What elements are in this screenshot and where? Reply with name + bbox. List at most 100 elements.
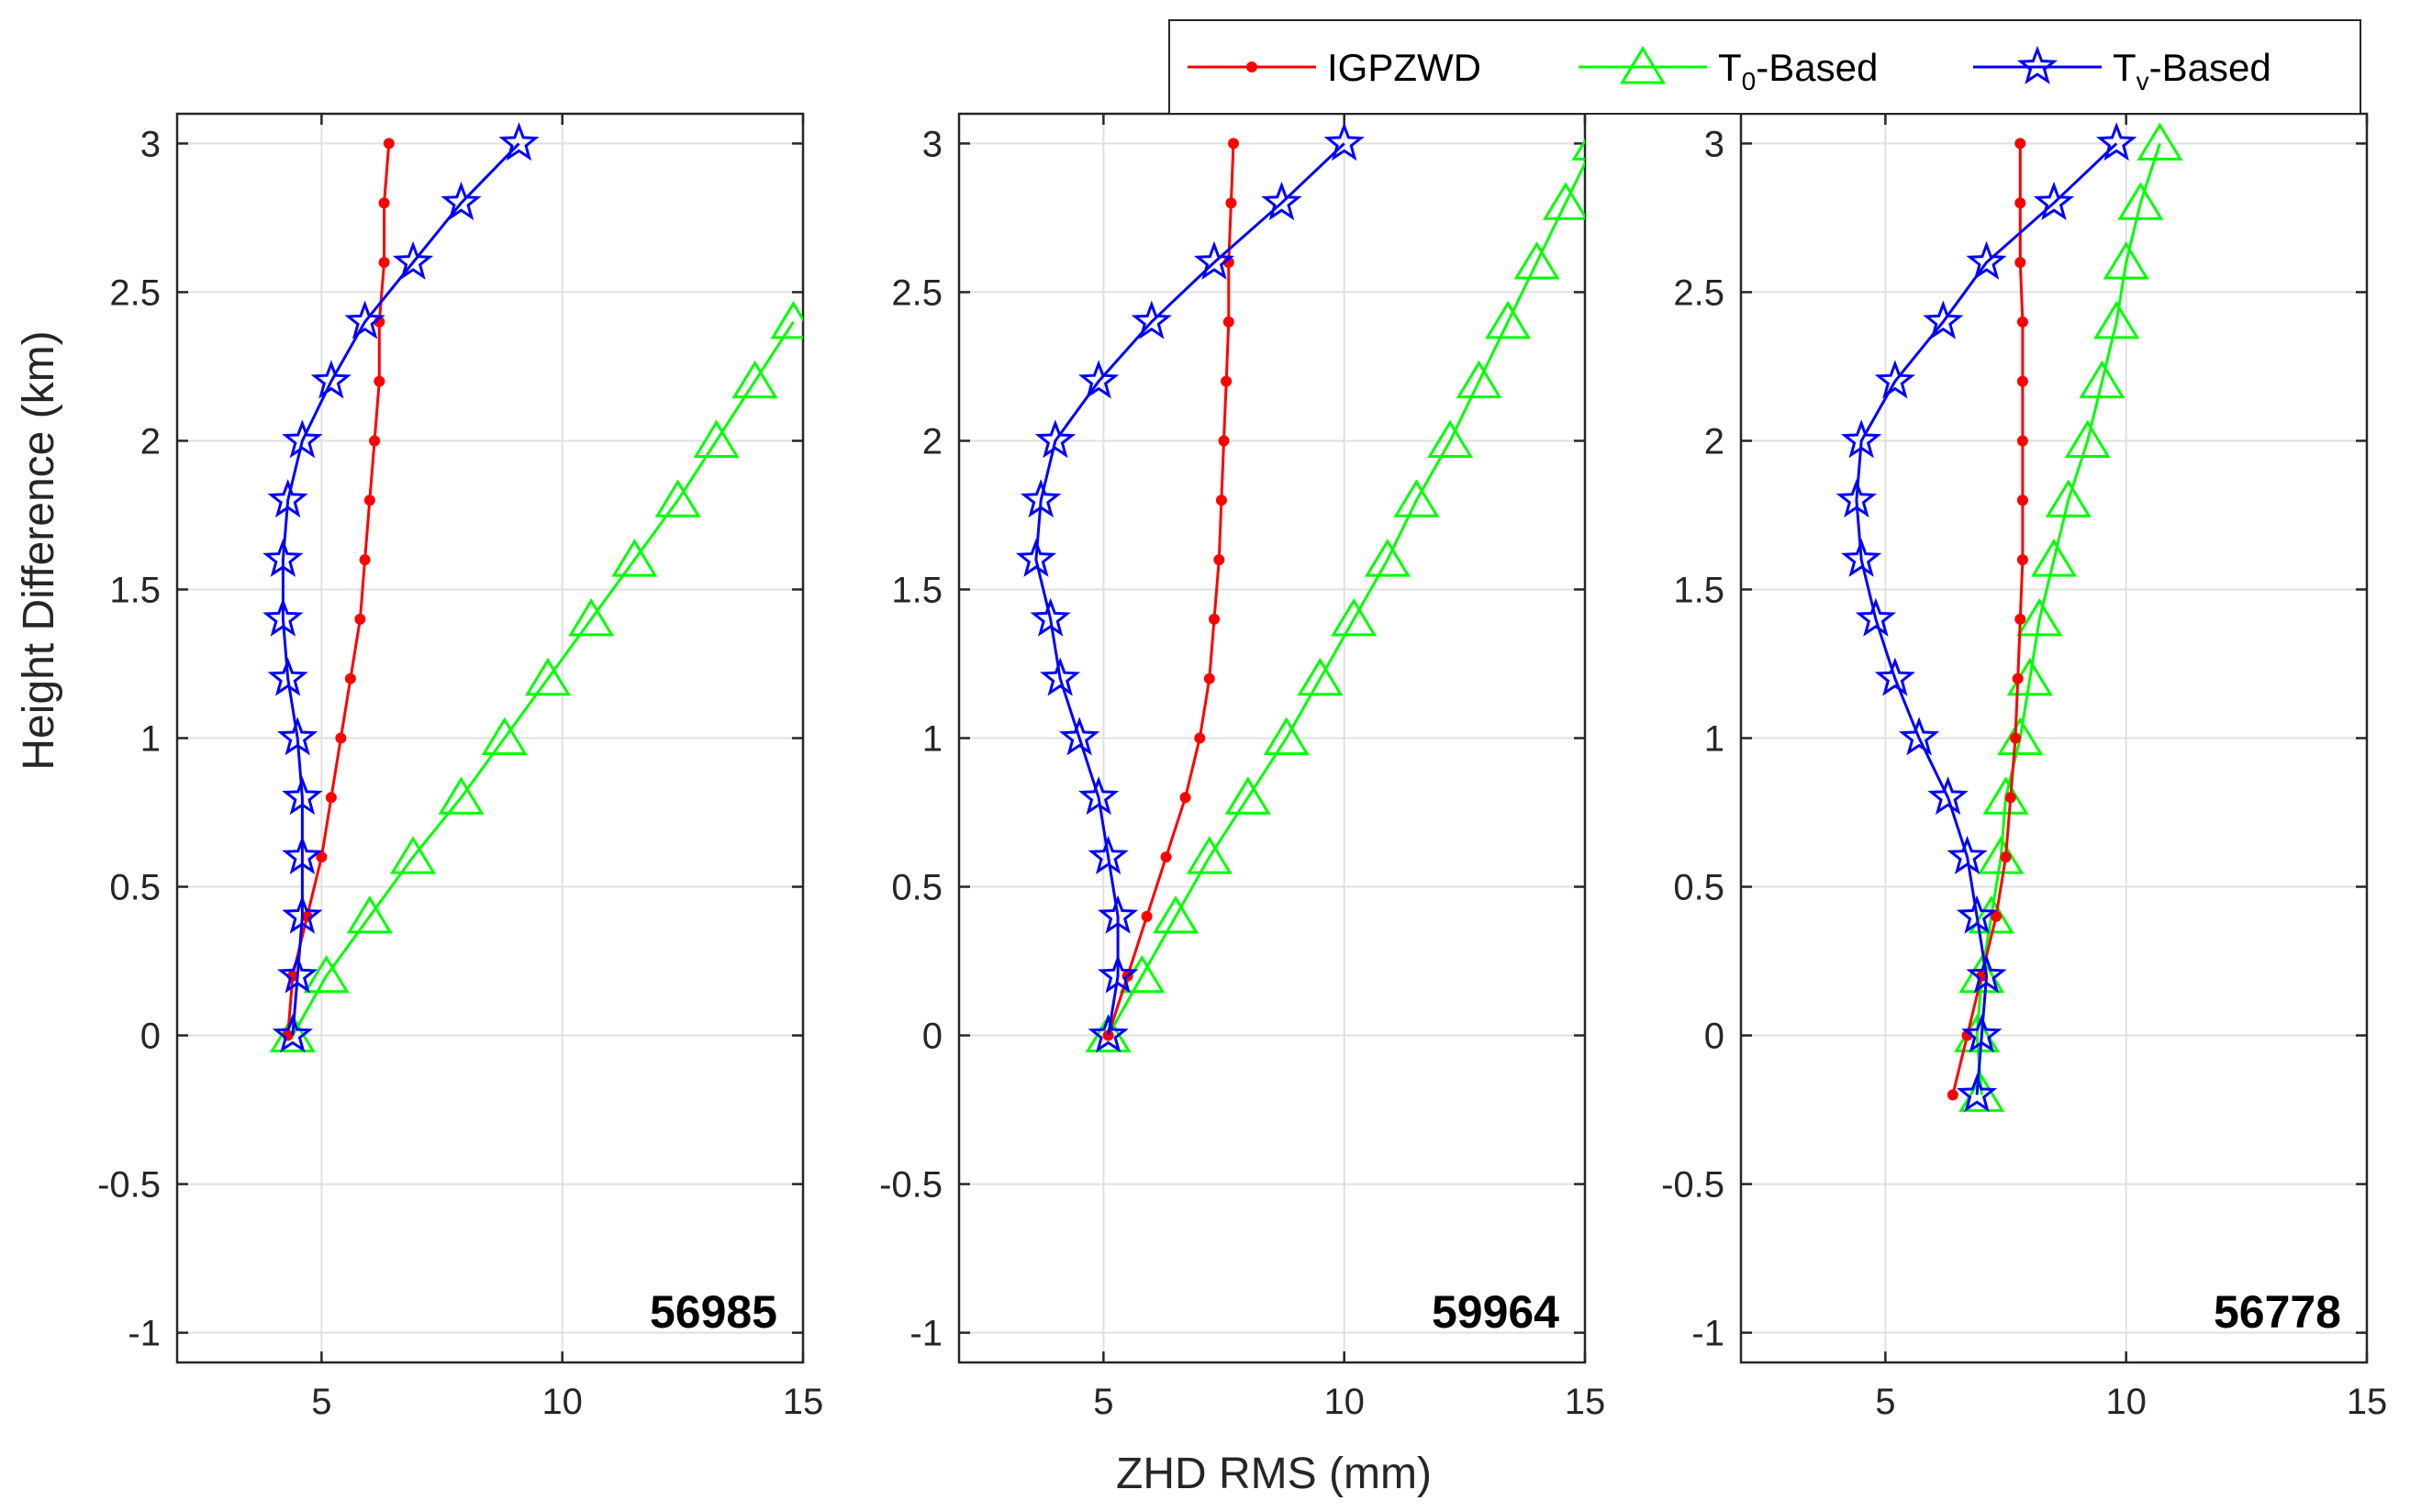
data-point <box>1297 657 1344 696</box>
data-point <box>2016 554 2028 566</box>
data-point <box>1841 419 1882 459</box>
data-point <box>282 419 323 459</box>
data-point <box>1991 910 2003 922</box>
data-point <box>1224 776 1271 815</box>
data-point <box>2103 241 2149 280</box>
y-tick-label: 2.5 <box>1673 272 1724 313</box>
data-point <box>1958 954 2005 994</box>
data-point <box>1982 776 2029 815</box>
data-point <box>2014 613 2026 625</box>
series-tv-based <box>1835 122 2137 1113</box>
data-point <box>277 954 318 994</box>
data-point <box>1141 910 1153 922</box>
data-point <box>1956 895 1998 934</box>
data-point <box>1131 300 1172 339</box>
data-point <box>2016 375 2028 387</box>
data-point <box>344 673 356 684</box>
data-point <box>731 360 778 399</box>
series-tv-based <box>262 122 540 1053</box>
data-point <box>369 435 381 447</box>
data-point <box>2045 479 2092 517</box>
data-point <box>1222 316 1234 328</box>
data-point <box>1213 554 1225 566</box>
data-point <box>303 954 350 994</box>
data-point <box>1966 240 2007 280</box>
data-point <box>1263 717 1310 755</box>
data-point <box>2093 300 2140 339</box>
y-tick-label: -0.5 <box>879 1165 943 1206</box>
data-point <box>1098 895 1139 934</box>
data-point <box>1160 851 1172 863</box>
data-point <box>1393 479 1440 517</box>
data-point <box>1218 435 1230 447</box>
data-point <box>262 538 304 577</box>
data-point <box>654 479 701 517</box>
data-point <box>1078 776 1120 816</box>
data-point <box>389 836 437 874</box>
legend-marker <box>1619 46 1667 84</box>
y-tick-label: 2 <box>140 421 161 461</box>
x-axis-label: ZHD RMS (mm) <box>1116 1450 1432 1498</box>
y-tick-label: -1 <box>909 1314 943 1354</box>
y-tick-label: 1.5 <box>109 570 161 610</box>
data-point <box>1927 776 1969 816</box>
data-point <box>1997 717 2044 755</box>
data-point <box>2079 360 2125 399</box>
data-point <box>1331 597 1378 637</box>
data-point <box>1874 360 1915 399</box>
data-point <box>1947 835 1988 874</box>
series-line <box>1107 160 1585 1037</box>
data-point <box>2137 122 2183 161</box>
series-line <box>1855 142 2118 1095</box>
series-line <box>286 143 391 1036</box>
x-tick-label: 15 <box>1565 1382 1606 1422</box>
data-point <box>1966 954 2007 994</box>
legend-marker <box>1246 61 1257 72</box>
data-point <box>310 360 351 399</box>
panel-56985: -1 -0.5 0 0.5 1 1.5 2 2.5 3 5 10 15 56985 <box>97 112 824 1422</box>
y-tick-label: 3 <box>1704 124 1724 164</box>
legend-entry-t0-based: T0-Based <box>1579 46 1878 95</box>
series-line <box>1034 142 1345 1036</box>
series-t0-based <box>269 300 803 1053</box>
data-point <box>770 300 803 339</box>
y-tick-label: 0 <box>922 1017 943 1057</box>
legend-entry-igpzwd: IGPZWD <box>1188 46 1481 89</box>
data-point <box>272 1014 314 1053</box>
data-point <box>2014 257 2026 269</box>
y-tick-label: -0.5 <box>97 1165 161 1206</box>
x-tick-label: 10 <box>541 1382 583 1422</box>
data-point <box>1978 836 2025 874</box>
data-point <box>392 240 434 280</box>
x-tick-label: 10 <box>1323 1382 1365 1422</box>
series-igpzwd <box>1947 138 2028 1101</box>
legend-items: IGPZWD T0-Based Tv-Based <box>1188 45 2271 95</box>
y-tick-label: 2 <box>1704 421 1724 461</box>
data-point <box>267 479 308 518</box>
legend-label: IGPZWD <box>1327 46 1481 89</box>
data-point <box>438 776 485 815</box>
x-tick-label: 15 <box>783 1382 824 1422</box>
data-point <box>267 657 308 696</box>
y-axis-label: Height Difference (km) <box>15 330 63 770</box>
data-point <box>498 122 540 161</box>
data-point <box>354 613 366 625</box>
data-point <box>363 495 375 506</box>
data-point <box>1364 539 1411 577</box>
data-point <box>1193 240 1235 280</box>
y-tick-label: 1.5 <box>1673 570 1724 610</box>
data-point <box>2004 792 2016 804</box>
y-tick-label: 1 <box>922 719 943 760</box>
x-tick-label: 5 <box>1875 1382 1895 1422</box>
y-tick-label: -1 <box>128 1314 161 1354</box>
y-tick-label: 0 <box>1704 1017 1724 1057</box>
data-point <box>374 375 385 387</box>
data-point <box>1261 181 1302 221</box>
data-point <box>1427 419 1474 458</box>
data-point <box>693 419 740 458</box>
station-label: 56985 <box>650 1286 777 1338</box>
y-tick-label: -1 <box>1691 1314 1724 1354</box>
data-point <box>2010 732 2022 744</box>
legend-label: Tv-Based <box>2113 46 2271 95</box>
